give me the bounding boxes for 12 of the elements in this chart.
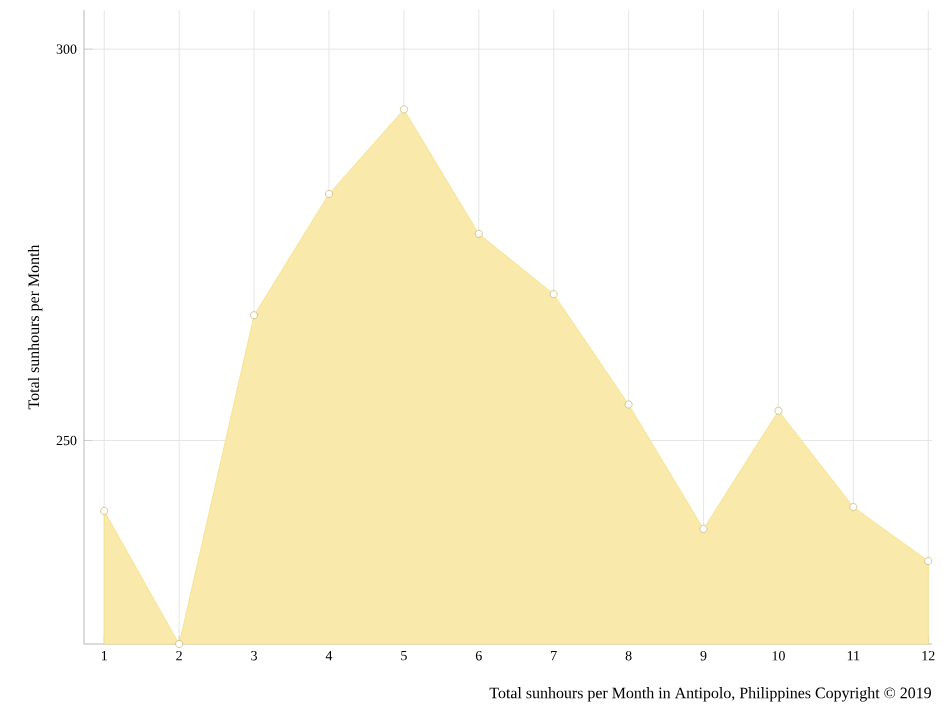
point (924, 557, 933, 566)
point (774, 406, 783, 415)
point (100, 506, 109, 515)
point (324, 189, 333, 198)
point (399, 105, 408, 114)
point (474, 229, 483, 238)
point (549, 290, 558, 299)
point (175, 640, 184, 648)
point (849, 503, 858, 512)
point (699, 524, 708, 533)
point (250, 311, 259, 320)
point (624, 400, 633, 409)
